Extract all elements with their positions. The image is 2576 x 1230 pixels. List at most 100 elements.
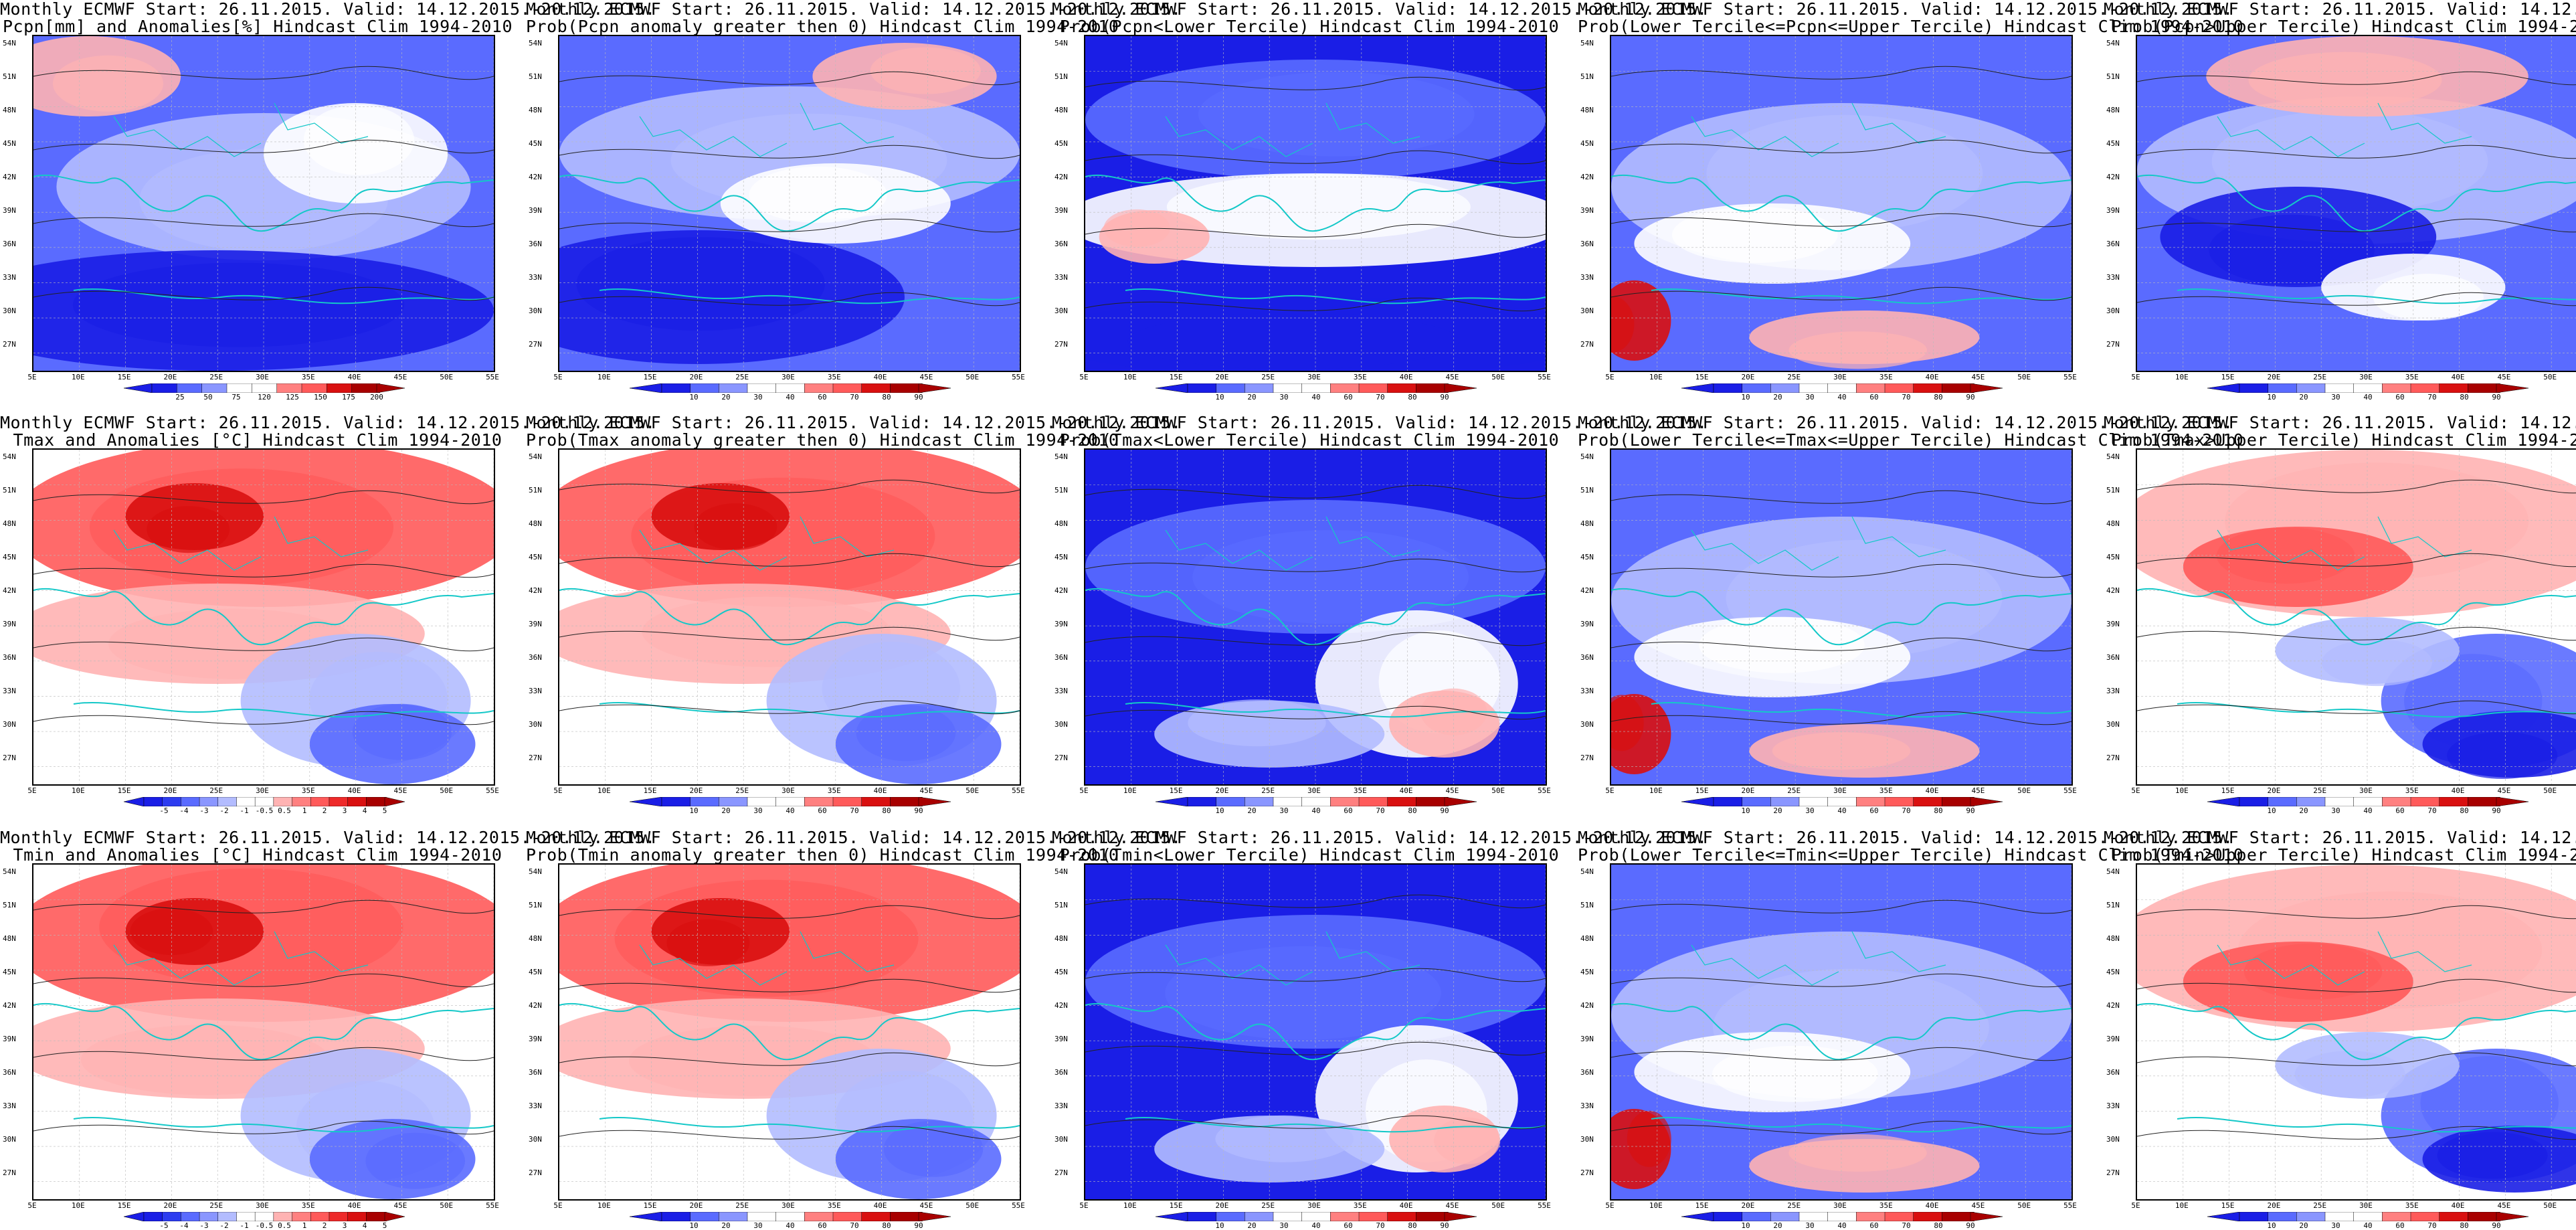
colorbar-tick-label: 120: [258, 393, 271, 402]
colorbar: [1156, 797, 1477, 813]
panel-title-line2: Prob(Pcpn<Lower Tercile) Hindcast Clim 1…: [1059, 17, 1560, 36]
lon-label: 5E: [27, 1201, 37, 1210]
lon-label: 15E: [2221, 373, 2235, 381]
lat-label: 36N: [1580, 1068, 1594, 1077]
lon-label: 55E: [486, 1201, 499, 1210]
forecast-map: [1610, 863, 2073, 1201]
lon-label: 25E: [735, 373, 749, 381]
forecast-map: [1084, 448, 1547, 786]
lat-label: 30N: [2106, 720, 2120, 729]
colorbar-tick-label: 70: [1902, 806, 1911, 815]
lat-label: 36N: [1054, 240, 1068, 248]
lat-label: 33N: [1580, 273, 1594, 282]
colorbar-tick-label: -0.5: [255, 1221, 274, 1230]
map-panel-pcpn-4: Monthly ECMWF Start: 26.11.2015. Valid: …: [1578, 0, 2243, 402]
lat-label: 42N: [1580, 1001, 1594, 1010]
panel-title-line1: Monthly ECMWF Start: 26.11.2015. Valid: …: [2104, 413, 2576, 432]
lon-label: 55E: [2063, 786, 2077, 795]
lat-label: 51N: [1580, 72, 1594, 81]
colorbar-tick-label: 70: [1902, 1221, 1911, 1230]
colorbar: [630, 383, 951, 400]
colorbar-tick-label: -3: [199, 1221, 209, 1230]
lon-label: 55E: [486, 373, 499, 381]
lon-label: 30E: [1833, 786, 1847, 795]
lon-label: 25E: [1261, 786, 1275, 795]
lon-label: 35E: [301, 373, 315, 381]
colorbar-tick-label: 10: [689, 393, 699, 402]
colorbar-tick-label: 3: [342, 806, 347, 815]
lon-label: 45E: [1445, 1201, 1459, 1210]
lon-label: 55E: [1538, 373, 1551, 381]
colorbar-tick-label: 60: [818, 1221, 827, 1230]
lat-label: 39N: [1054, 1035, 1068, 1043]
colorbar-tick-label: -4: [179, 806, 189, 815]
lon-label: 30E: [2359, 373, 2373, 381]
lat-label: 33N: [1054, 273, 1068, 282]
colorbar-tick-label: 80: [1934, 806, 1943, 815]
lon-label: 35E: [827, 373, 841, 381]
lon-label: 10E: [2175, 786, 2189, 795]
map-panel-tmin-5: Monthly ECMWF Start: 26.11.2015. Valid: …: [2104, 828, 2576, 1230]
lon-label: 35E: [827, 786, 841, 795]
lon-label: 25E: [735, 786, 749, 795]
colorbar-tick-label: 4: [362, 1221, 367, 1230]
lon-label: 50E: [440, 1201, 454, 1210]
lon-label: 40E: [2451, 373, 2465, 381]
lon-label: 55E: [1012, 1201, 1025, 1210]
lon-label: 20E: [163, 1201, 177, 1210]
forecast-map: [2136, 863, 2576, 1201]
colorbar-tick-label: 30: [1805, 393, 1815, 402]
panel-title-line1: Monthly ECMWF Start: 26.11.2015. Valid: …: [2104, 0, 2576, 19]
lon-label: 15E: [1169, 1201, 1183, 1210]
lon-label: 15E: [117, 1201, 131, 1210]
map-field: [2137, 36, 2576, 371]
lat-label: 27N: [1054, 1168, 1068, 1177]
colorbar-tick-label: 90: [1966, 393, 1975, 402]
lon-label: 30E: [256, 786, 269, 795]
colorbar-tick-label: -1: [240, 806, 249, 815]
lon-label: 35E: [1353, 373, 1367, 381]
map-field: [1611, 865, 2072, 1199]
lon-label: 45E: [919, 373, 933, 381]
panel-title-line1: Monthly ECMWF Start: 26.11.2015. Valid: …: [1578, 828, 2233, 847]
lon-label: 45E: [2497, 786, 2511, 795]
lat-label: 39N: [1054, 206, 1068, 215]
colorbar-tick-label: 90: [1966, 806, 1975, 815]
lat-label: 39N: [1054, 620, 1068, 628]
lon-label: 35E: [827, 1201, 841, 1210]
map-field: [1085, 450, 1546, 784]
lon-label: 45E: [919, 1201, 933, 1210]
lon-label: 40E: [347, 1201, 361, 1210]
lat-label: 51N: [1054, 72, 1068, 81]
lon-label: 10E: [71, 1201, 85, 1210]
lon-label: 30E: [1307, 786, 1321, 795]
panel-title-line2: Prob(Pcpn anomaly greater then 0) Hindca…: [526, 17, 1119, 36]
colorbar-tick-label: 20: [2299, 1221, 2308, 1230]
lon-label: 55E: [1012, 373, 1025, 381]
lon-label: 30E: [1307, 373, 1321, 381]
colorbar-tick-label: 5: [382, 806, 387, 815]
colorbar-tick-label: 20: [1773, 806, 1782, 815]
lon-label: 55E: [486, 786, 499, 795]
lon-label: 20E: [2267, 373, 2281, 381]
lat-label: 45N: [529, 553, 542, 561]
lat-label: 48N: [1580, 934, 1594, 943]
lon-label: 15E: [1169, 373, 1183, 381]
lon-label: 10E: [2175, 1201, 2189, 1210]
colorbar-tick-label: 70: [850, 1221, 859, 1230]
lon-label: 5E: [1605, 1201, 1615, 1210]
map-field: [559, 865, 1020, 1199]
lon-label: 20E: [1215, 1201, 1229, 1210]
colorbar: [124, 383, 405, 400]
colorbar-tick-label: 70: [1902, 393, 1911, 402]
lat-label: 42N: [3, 586, 16, 595]
panel-title-line2: Prob(Pcpn>Upper Tercile) Hindcast Clim 1…: [2111, 17, 2576, 36]
colorbar-tick-label: 10: [1741, 393, 1750, 402]
lat-label: 30N: [529, 720, 542, 729]
colorbar-tick-label: -2: [219, 806, 229, 815]
map-panel-tmax-2: Monthly ECMWF Start: 26.11.2015. Valid: …: [526, 414, 1181, 816]
lon-label: 50E: [965, 1201, 980, 1210]
lat-label: 39N: [3, 620, 16, 628]
lat-label: 30N: [1580, 1135, 1594, 1144]
lat-label: 39N: [1580, 620, 1594, 628]
